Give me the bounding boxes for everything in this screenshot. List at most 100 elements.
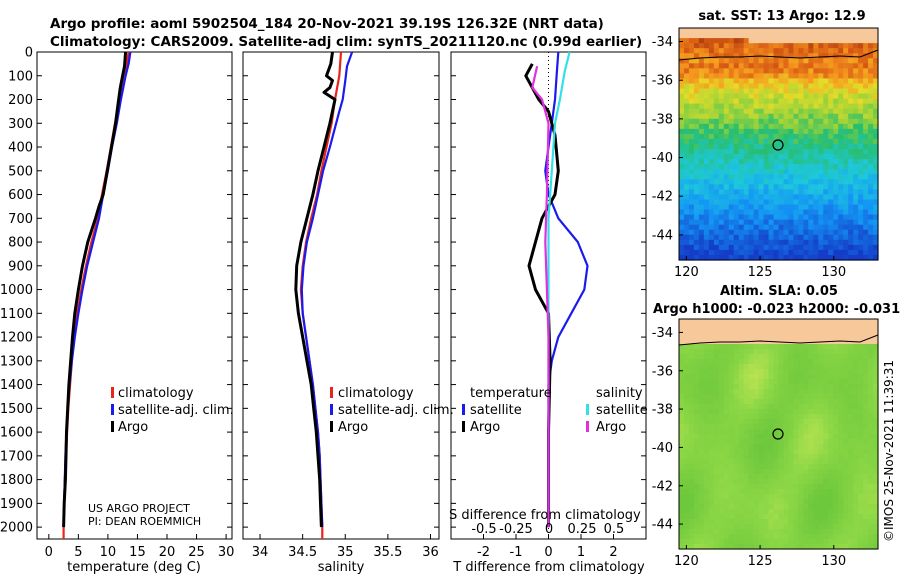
map-cell <box>798 499 804 505</box>
map-cell <box>698 83 705 90</box>
map-cell <box>843 159 849 165</box>
map-cell <box>723 514 730 520</box>
map-cell <box>743 394 750 400</box>
map-cell <box>808 164 814 170</box>
map-cell <box>748 359 755 365</box>
map-cell <box>679 103 685 110</box>
map-cell <box>688 204 695 211</box>
map-cell <box>823 219 829 226</box>
map-cell <box>728 58 735 64</box>
map-cell <box>823 524 829 530</box>
map-cell <box>818 414 824 420</box>
map-cell <box>743 349 750 355</box>
map-cell <box>808 379 814 385</box>
map-cell <box>723 504 730 510</box>
map-cell <box>868 329 874 335</box>
map-cell <box>848 224 854 231</box>
map-cell <box>863 254 869 261</box>
map-cell <box>793 404 799 410</box>
map-cell <box>679 184 685 190</box>
map-cell <box>838 103 844 110</box>
map-cell <box>833 58 839 64</box>
map-cell <box>733 324 740 330</box>
map-cell <box>723 48 730 54</box>
map-cell <box>698 324 705 330</box>
map-cell <box>773 499 780 505</box>
map-cell <box>753 83 760 90</box>
map-cell <box>753 409 760 415</box>
map-cell <box>763 88 770 95</box>
map-cell <box>798 98 804 105</box>
map-cell <box>808 374 814 380</box>
map-cell <box>838 249 844 256</box>
map-cell <box>818 444 824 450</box>
map-cell <box>738 78 745 85</box>
map-cell <box>848 214 854 221</box>
map-cell <box>679 239 685 246</box>
legend-mark-temp-satellite <box>462 404 465 415</box>
map-cell <box>703 189 710 196</box>
map-cell <box>843 384 849 390</box>
map-cell <box>833 149 839 155</box>
map-cell <box>783 239 790 246</box>
map-cell <box>803 354 809 360</box>
map-cell <box>683 364 690 370</box>
map-cell <box>828 63 834 69</box>
map-cell <box>718 394 725 400</box>
map-cell <box>803 229 809 236</box>
map-cell <box>828 364 834 370</box>
map-cell <box>748 504 755 510</box>
map-cell <box>788 189 795 196</box>
map-cell <box>763 369 770 375</box>
legend-label-temp-argo: Argo <box>470 420 500 435</box>
map-cell <box>718 244 725 251</box>
map-cell <box>763 439 770 445</box>
map-cell <box>793 524 799 530</box>
map-cell <box>773 479 780 485</box>
map-cell <box>748 544 755 550</box>
map-cell <box>679 113 685 120</box>
map-cell <box>768 169 775 175</box>
map-cell <box>813 489 819 495</box>
map-cell <box>783 184 790 190</box>
map-cell <box>703 43 710 49</box>
map-cell <box>783 374 790 380</box>
map-cell <box>703 169 710 175</box>
map-cell <box>758 364 765 370</box>
map-cell <box>773 484 780 490</box>
map-cell <box>693 159 700 165</box>
map-cell <box>693 254 700 261</box>
map-cell <box>753 379 760 385</box>
map-cell <box>873 78 879 85</box>
map-cell <box>723 479 730 485</box>
map-cell <box>748 239 755 246</box>
map-cell <box>828 133 834 140</box>
map-cell <box>863 464 869 470</box>
map-cell <box>828 234 834 241</box>
map-cell <box>863 244 869 251</box>
map-cell <box>783 98 790 105</box>
map-cell <box>683 184 690 190</box>
map-cell <box>858 78 864 85</box>
map-cell <box>863 239 869 246</box>
map-cell <box>733 514 740 520</box>
map-cell <box>863 164 869 170</box>
map-cell <box>753 534 760 540</box>
map-cell <box>748 28 755 34</box>
map-cell <box>823 349 829 355</box>
map-cell <box>813 53 819 59</box>
map-cell <box>718 179 725 185</box>
map-cell <box>738 88 745 95</box>
map-cell <box>768 108 775 115</box>
map-cell <box>788 369 795 375</box>
map-cell <box>753 249 760 256</box>
map-cell <box>698 249 705 256</box>
map-cell <box>808 229 814 236</box>
map-cell <box>698 479 705 485</box>
map-cell <box>833 98 839 105</box>
map-cell <box>813 214 819 221</box>
map-cell <box>833 113 839 120</box>
map-cell <box>798 93 804 100</box>
map-cell <box>783 244 790 251</box>
map-cell <box>853 354 859 360</box>
